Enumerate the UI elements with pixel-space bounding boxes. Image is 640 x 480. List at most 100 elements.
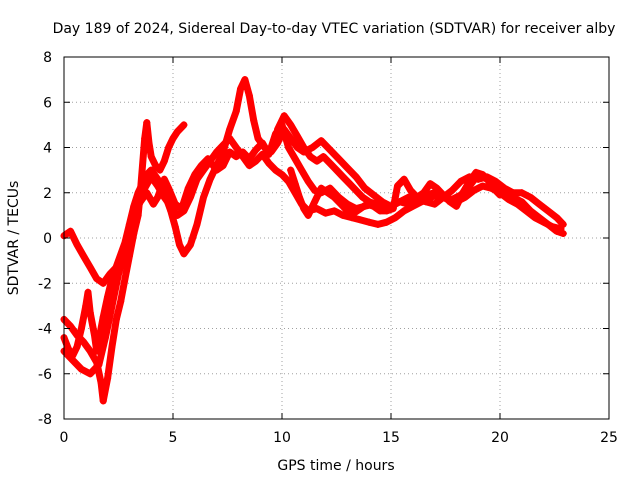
y-tick-label: 6: [43, 95, 52, 111]
data-point: [67, 322, 74, 330]
data-point: [254, 134, 262, 142]
data-point: [108, 302, 116, 310]
data-point: [485, 177, 493, 185]
data-point: [99, 397, 107, 405]
series-track-5: [287, 166, 504, 219]
data-point: [232, 107, 240, 115]
data-point: [389, 205, 397, 213]
data-point: [470, 187, 478, 194]
data-point: [95, 336, 103, 344]
data-point: [86, 263, 94, 271]
data-point: [193, 220, 201, 228]
data-point: [77, 325, 85, 332]
data-point: [180, 250, 188, 258]
data-point: [154, 193, 162, 201]
data-point: [394, 182, 401, 190]
data-point: [557, 225, 565, 233]
data-point: [300, 144, 308, 151]
data-point: [330, 207, 338, 215]
series-track-4: [60, 134, 565, 378]
data-point: [180, 121, 188, 129]
data-point: [293, 144, 301, 151]
data-point: [540, 218, 548, 226]
data-point: [313, 157, 321, 165]
data-point: [365, 218, 373, 226]
data-point: [287, 134, 295, 142]
x-tick-label: 15: [382, 430, 400, 446]
data-point: [535, 200, 543, 208]
data-point: [104, 374, 112, 382]
data-point: [459, 189, 467, 197]
data-point: [200, 166, 207, 174]
data-point: [505, 196, 513, 203]
data-point: [452, 202, 460, 210]
data-point: [413, 193, 421, 201]
data-point: [304, 177, 312, 185]
data-point: [439, 191, 447, 199]
y-tick-label: 4: [43, 141, 52, 157]
chart-title: Day 189 of 2024, Sidereal Day-to-day VTE…: [53, 21, 616, 37]
data-point: [479, 182, 487, 190]
data-point: [492, 187, 500, 194]
data-point: [383, 218, 391, 226]
data-point: [426, 180, 434, 188]
y-tick-label: -8: [38, 412, 52, 428]
data-point: [147, 166, 155, 174]
data-point: [213, 162, 221, 170]
data-point: [141, 134, 149, 142]
data-point: [291, 155, 299, 163]
y-tick-label: 0: [43, 231, 52, 247]
data-point: [239, 153, 247, 161]
data-point: [339, 173, 347, 181]
data-point: [361, 184, 369, 192]
data-point: [84, 288, 92, 296]
data-point: [365, 198, 373, 206]
data-point: [359, 193, 367, 201]
data-point: [274, 139, 282, 147]
data-point: [343, 207, 351, 215]
data-point: [226, 125, 234, 133]
data-point: [171, 223, 179, 231]
data-point: [176, 241, 183, 249]
data-point: [121, 275, 129, 283]
data-point: [544, 207, 552, 215]
data-point: [496, 191, 504, 199]
data-point: [226, 148, 234, 156]
data-point: [333, 166, 340, 174]
data-point: [165, 184, 173, 192]
data-point: [108, 343, 116, 351]
data-point: [250, 116, 258, 124]
data-point: [165, 144, 173, 151]
y-axis-ticks: -8 -6 -4 -2 0 2 4 6 8: [38, 50, 609, 428]
x-tick-label: 25: [600, 430, 618, 446]
data-point: [245, 92, 253, 99]
data-point: [97, 379, 105, 387]
data-point: [350, 209, 358, 217]
data-point: [99, 313, 107, 321]
data-point: [69, 356, 77, 364]
data-point: [95, 361, 103, 369]
data-point: [213, 148, 221, 156]
data-point: [241, 76, 249, 84]
data-point: [134, 202, 142, 210]
data-point: [147, 173, 155, 181]
data-point: [518, 189, 526, 197]
data-point: [152, 162, 160, 170]
data-point: [267, 148, 275, 156]
data-point: [285, 144, 292, 151]
data-point: [324, 189, 332, 197]
data-point: [404, 193, 412, 201]
data-point: [339, 211, 347, 219]
data-point: [335, 155, 343, 163]
data-point: [352, 187, 360, 194]
data-point: [426, 193, 434, 201]
data-point: [326, 159, 334, 167]
y-tick-label: -4: [38, 322, 52, 338]
data-point: [311, 198, 319, 206]
data-point: [154, 182, 162, 190]
data-point: [304, 211, 312, 219]
data-point: [121, 248, 129, 256]
data-point: [173, 211, 181, 219]
